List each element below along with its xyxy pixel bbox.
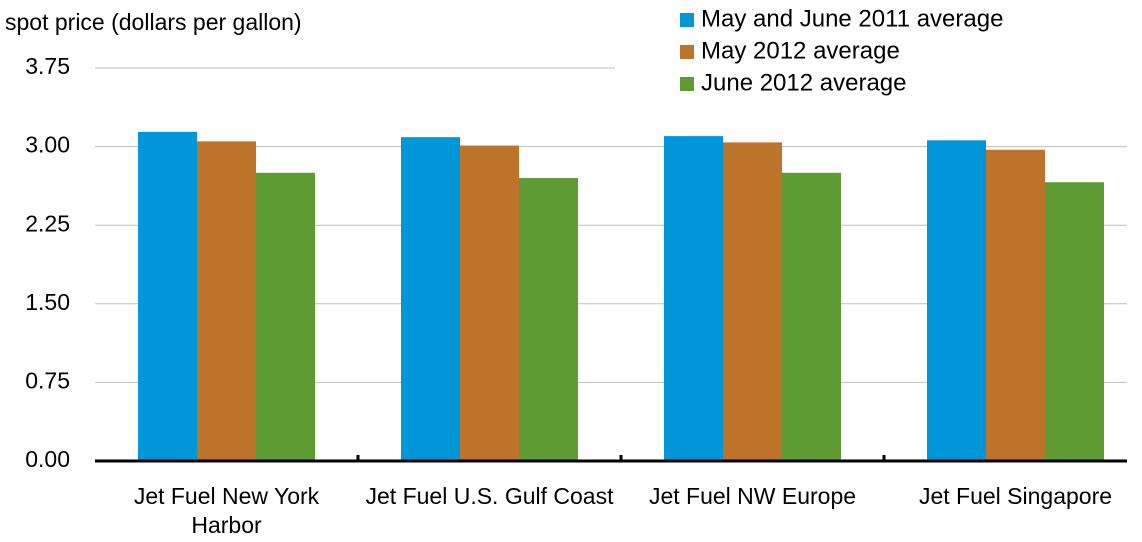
x-tick-label: Jet Fuel New York Harbor <box>133 483 320 538</box>
y-tick-label: 3.00 <box>25 132 70 158</box>
y-tick-label: 0.75 <box>25 367 70 393</box>
legend-swatch <box>680 45 694 59</box>
bar <box>460 145 519 461</box>
x-tick-label: Jet Fuel NW Europe <box>648 483 857 509</box>
bar <box>401 137 460 461</box>
x-tick-label: Jet Fuel U.S. Gulf Coast <box>365 483 614 509</box>
bar <box>256 172 315 462</box>
bar <box>1045 182 1104 461</box>
legend: May and June 2011 average May 2012 averag… <box>680 5 1003 96</box>
bar <box>986 149 1045 461</box>
legend-label: May and June 2011 average <box>701 5 1003 32</box>
x-tick-label: Jet Fuel Singapore <box>918 483 1113 509</box>
bar <box>519 178 578 462</box>
y-tick-label: 0.00 <box>25 446 70 472</box>
y-tick-label: 2.25 <box>25 210 70 236</box>
y-axis-title: spot price (dollars per gallon) <box>5 9 302 35</box>
legend-label: May 2012 average <box>701 37 900 64</box>
legend-label: June 2012 average <box>701 69 907 96</box>
bar <box>664 136 723 461</box>
bar <box>782 172 841 462</box>
legend-swatch <box>680 77 694 91</box>
y-tick-label: 3.75 <box>25 53 70 79</box>
bar <box>723 142 782 461</box>
legend-swatch <box>680 13 694 27</box>
y-tick-label: 1.50 <box>25 289 70 315</box>
bar <box>138 131 197 462</box>
bar <box>927 140 986 461</box>
bar <box>197 141 256 462</box>
legend-bg <box>615 2 1142 106</box>
